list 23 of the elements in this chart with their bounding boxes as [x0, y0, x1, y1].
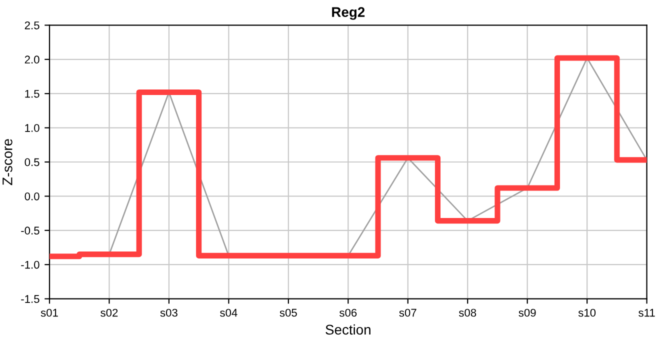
x-tick-label: s05 — [280, 308, 297, 317]
y-axis-title: Z-score — [2, 139, 12, 186]
x-tick-label: s07 — [399, 308, 416, 317]
x-tick-label: s01 — [40, 308, 58, 317]
y-tick-label: 0.5 — [24, 158, 40, 166]
y-tick-label: -1.0 — [21, 260, 40, 269]
x-axis-title: Section — [326, 324, 370, 335]
x-tick-label: s10 — [578, 308, 596, 317]
y-tick-label: 0.0 — [24, 192, 40, 200]
y-tick-label: 1.0 — [25, 124, 40, 132]
x-tick-label: s08 — [458, 308, 476, 317]
y-tick-label: -1.5 — [21, 295, 40, 303]
y-tick-label: -0.5 — [21, 226, 40, 235]
chart-title: Reg2 — [332, 7, 365, 20]
y-tick-label: 2.0 — [24, 56, 40, 64]
y-tick-label: 1.5 — [25, 90, 40, 98]
x-tick-label: s09 — [518, 308, 536, 317]
x-tick-label: s06 — [340, 308, 357, 317]
y-tick-label: 2.5 — [24, 21, 40, 30]
x-tick-label: s03 — [160, 308, 178, 317]
x-tick-label: s02 — [100, 308, 118, 317]
x-tick-label: s11 — [638, 308, 655, 317]
x-tick-label: s04 — [220, 308, 238, 317]
